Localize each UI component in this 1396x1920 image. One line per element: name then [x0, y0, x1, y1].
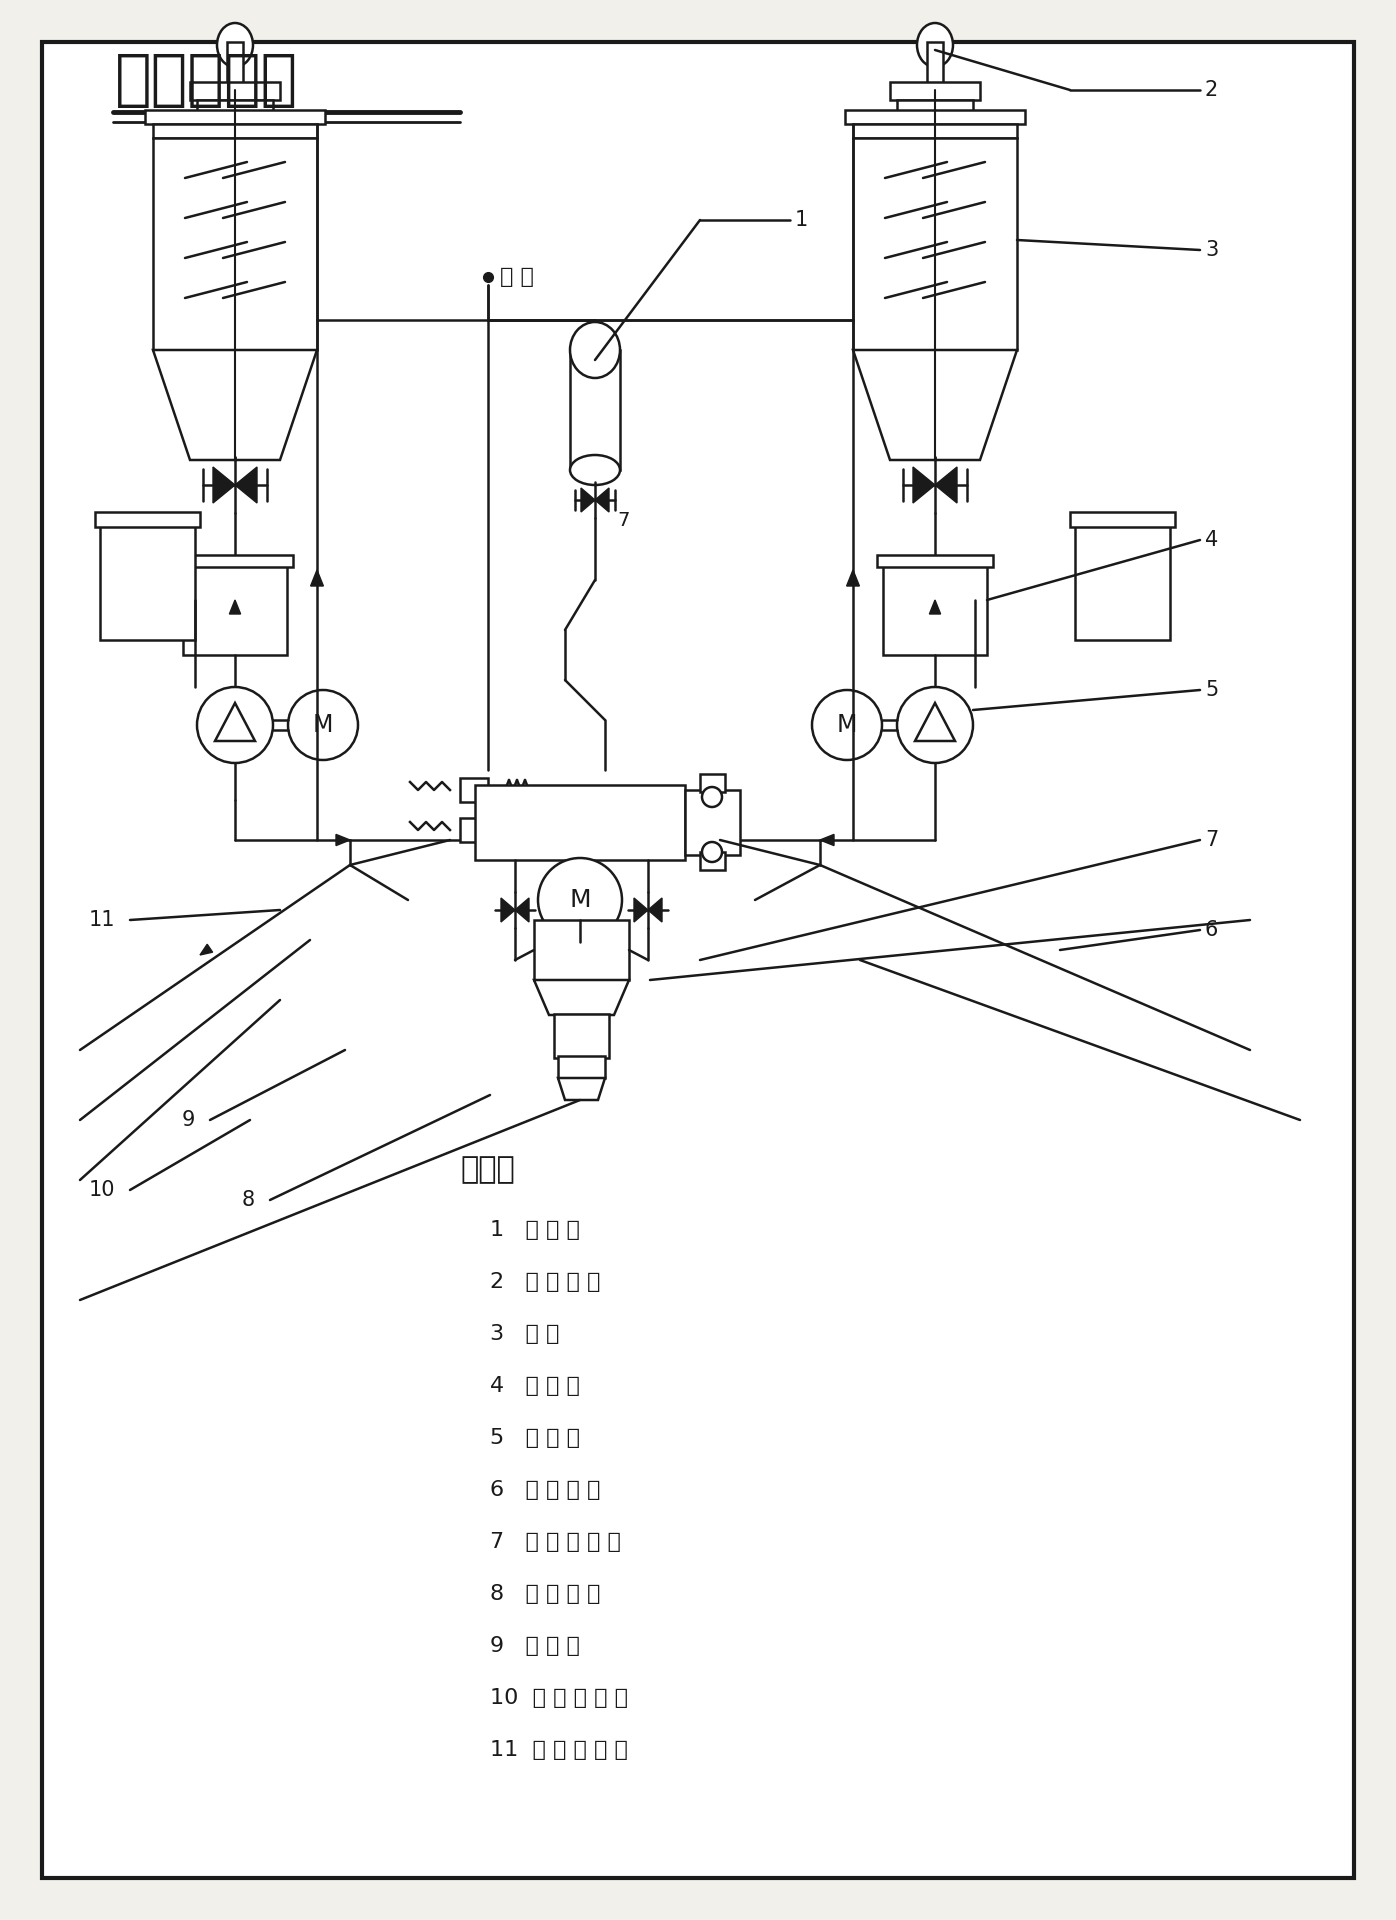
Text: 2   攄 拌 电 机: 2 攄 拌 电 机 — [490, 1271, 600, 1292]
Bar — [1069, 513, 1175, 526]
Polygon shape — [930, 599, 941, 614]
Bar — [853, 125, 1018, 138]
Polygon shape — [581, 488, 595, 513]
Polygon shape — [535, 979, 630, 1016]
Circle shape — [898, 687, 973, 762]
Bar — [884, 564, 987, 655]
Text: 10  清 洗 电 磁 阀: 10 清 洗 电 磁 阀 — [490, 1688, 628, 1709]
Bar — [685, 789, 740, 854]
Text: 4   过 滤 网: 4 过 滤 网 — [490, 1377, 579, 1396]
Polygon shape — [501, 899, 515, 922]
Polygon shape — [648, 899, 662, 922]
Polygon shape — [853, 349, 1018, 461]
Text: 9: 9 — [181, 1110, 195, 1131]
Bar — [154, 125, 317, 138]
Bar — [197, 100, 274, 111]
Polygon shape — [819, 835, 833, 845]
Bar — [853, 138, 1018, 349]
Bar — [845, 109, 1025, 125]
Text: 6: 6 — [1205, 920, 1219, 941]
Bar — [570, 349, 620, 470]
Circle shape — [537, 858, 623, 943]
Text: M: M — [836, 712, 857, 737]
Polygon shape — [913, 467, 935, 503]
Bar — [898, 100, 973, 111]
Bar — [475, 785, 685, 860]
Circle shape — [702, 787, 722, 806]
Bar — [145, 109, 325, 125]
Bar — [699, 774, 725, 791]
Text: 8   出 料 套 筒: 8 出 料 套 筒 — [490, 1584, 600, 1603]
Text: 气 源: 气 源 — [500, 267, 533, 286]
Bar — [554, 1014, 609, 1058]
Bar — [461, 818, 489, 843]
Polygon shape — [229, 599, 240, 614]
Text: 10: 10 — [88, 1181, 114, 1200]
Text: 6   换 向 气 缸: 6 换 向 气 缸 — [490, 1480, 600, 1500]
Text: 9   换 向 阀: 9 换 向 阀 — [490, 1636, 579, 1655]
Polygon shape — [336, 835, 350, 845]
Text: 说明：: 说明： — [461, 1156, 515, 1185]
Bar — [177, 555, 293, 566]
Bar — [927, 42, 944, 90]
Text: 工艺流程图: 工艺流程图 — [114, 50, 299, 109]
Polygon shape — [214, 467, 235, 503]
Bar — [699, 852, 725, 870]
Bar — [190, 83, 281, 100]
Text: 7: 7 — [617, 511, 630, 530]
Text: M: M — [570, 887, 591, 912]
Bar — [101, 524, 195, 639]
Polygon shape — [558, 1077, 604, 1100]
Circle shape — [812, 689, 882, 760]
Circle shape — [702, 843, 722, 862]
Bar — [461, 778, 489, 803]
Polygon shape — [846, 570, 860, 586]
Text: 7: 7 — [1205, 829, 1219, 851]
Polygon shape — [515, 899, 529, 922]
Ellipse shape — [570, 455, 620, 486]
Bar — [154, 138, 317, 349]
Text: 1   清 洗 桶: 1 清 洗 桶 — [490, 1219, 579, 1240]
Text: 11: 11 — [88, 910, 114, 929]
Bar — [535, 920, 630, 979]
Polygon shape — [310, 570, 324, 586]
Text: 7   混 和 头 电 机: 7 混 和 头 电 机 — [490, 1532, 621, 1551]
Polygon shape — [935, 467, 958, 503]
Bar — [891, 83, 980, 100]
Text: 5   计 量 泵: 5 计 量 泵 — [490, 1428, 579, 1448]
Text: 3   料 桶: 3 料 桶 — [490, 1325, 560, 1344]
Polygon shape — [154, 349, 317, 461]
Bar — [183, 564, 288, 655]
Text: 1: 1 — [794, 209, 808, 230]
Bar — [877, 555, 993, 566]
Circle shape — [197, 687, 274, 762]
Text: M: M — [313, 712, 334, 737]
Text: 5: 5 — [1205, 680, 1219, 701]
Polygon shape — [235, 467, 257, 503]
Ellipse shape — [216, 23, 253, 67]
Text: 3: 3 — [1205, 240, 1219, 259]
Bar — [558, 1056, 604, 1077]
Text: 4: 4 — [1205, 530, 1219, 549]
Text: 2: 2 — [1205, 81, 1219, 100]
Bar — [95, 513, 200, 526]
Ellipse shape — [917, 23, 953, 67]
Text: 8: 8 — [242, 1190, 255, 1210]
Ellipse shape — [570, 323, 620, 378]
Polygon shape — [634, 899, 648, 922]
Polygon shape — [595, 488, 609, 513]
Polygon shape — [914, 703, 955, 741]
Circle shape — [288, 689, 357, 760]
Polygon shape — [200, 945, 212, 954]
Bar — [228, 42, 243, 90]
Text: 11  吹 风 电 磁 阀: 11 吹 风 电 磁 阀 — [490, 1740, 628, 1761]
Bar — [1075, 524, 1170, 639]
Polygon shape — [215, 703, 255, 741]
